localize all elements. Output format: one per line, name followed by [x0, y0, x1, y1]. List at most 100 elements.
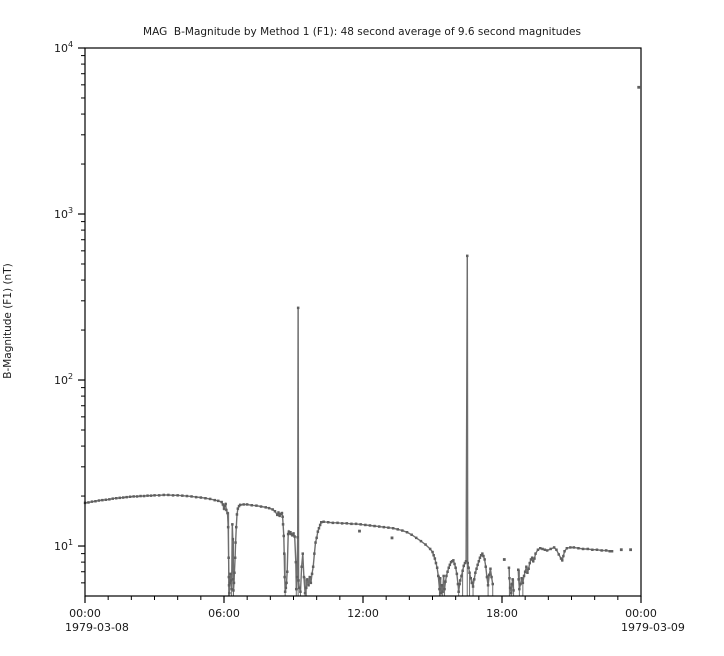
- data-point: [239, 503, 242, 507]
- data-point: [293, 535, 296, 538]
- data-point: [231, 523, 234, 526]
- data-point-isolated: [390, 536, 394, 540]
- data-point: [401, 529, 404, 532]
- data-point: [292, 532, 295, 535]
- data-point: [461, 569, 464, 572]
- x-tick-label: 12:00: [347, 607, 379, 620]
- data-point: [295, 587, 298, 591]
- data-point: [220, 500, 223, 504]
- data-point: [87, 501, 90, 504]
- data-point: [552, 546, 556, 549]
- y-tick-label: 102: [54, 372, 73, 387]
- data-point: [454, 566, 457, 569]
- x-tick-label: 18:00: [486, 607, 518, 620]
- data-point: [280, 511, 284, 515]
- data-point: [286, 570, 289, 573]
- data-point: [142, 494, 146, 498]
- data-point: [235, 525, 238, 529]
- data-point: [350, 522, 353, 526]
- data-point: [520, 577, 523, 580]
- data-point: [235, 513, 239, 516]
- data-point: [539, 547, 542, 550]
- data-point: [306, 578, 309, 581]
- data-point: [432, 554, 435, 557]
- data-point: [519, 582, 522, 586]
- data-point: [226, 511, 229, 515]
- data-point: [382, 525, 386, 529]
- data-point: [485, 575, 489, 579]
- data-point: [149, 494, 153, 497]
- data-point: [453, 562, 456, 566]
- data-point: [171, 494, 175, 497]
- data-point: [466, 254, 469, 258]
- data-point: [456, 582, 460, 586]
- data-point: [327, 521, 330, 524]
- data-point: [97, 499, 101, 502]
- data-point: [122, 496, 125, 499]
- data-point: [442, 574, 445, 578]
- data-point: [529, 558, 533, 561]
- data-point: [478, 556, 482, 559]
- data-point: [309, 581, 313, 585]
- data-point: [289, 531, 292, 534]
- data-point: [562, 554, 565, 558]
- data-point: [424, 543, 427, 546]
- data-point: [536, 548, 540, 551]
- data-point: [320, 521, 323, 524]
- data-point: [525, 565, 528, 568]
- data-series-line: [517, 546, 612, 590]
- data-point: [479, 554, 483, 557]
- data-point: [146, 494, 149, 497]
- data-point: [489, 567, 492, 570]
- data-point: [364, 523, 367, 527]
- data-point: [94, 500, 97, 503]
- x-tick-label: 00:00: [625, 607, 657, 620]
- data-point: [431, 550, 434, 554]
- data-point: [283, 552, 286, 555]
- y-tick-label: 101: [54, 538, 73, 553]
- data-point: [281, 515, 284, 518]
- data-point: [477, 560, 481, 563]
- data-point: [299, 590, 302, 593]
- data-point: [410, 533, 413, 536]
- data-point: [282, 534, 285, 538]
- data-point: [491, 582, 494, 586]
- data-point: [463, 561, 467, 565]
- data-point: [294, 560, 298, 564]
- data-point: [226, 525, 230, 529]
- data-point: [277, 511, 280, 514]
- data-point: [90, 500, 94, 503]
- data-point: [301, 552, 304, 555]
- data-point: [234, 541, 237, 544]
- data-point: [521, 581, 525, 585]
- data-point: [255, 504, 258, 507]
- data-point: [228, 581, 231, 585]
- data-series-line: [84, 255, 494, 594]
- data-point: [508, 577, 511, 580]
- data-point-isolated: [502, 558, 506, 561]
- data-point: [572, 546, 576, 549]
- data-point: [475, 567, 478, 570]
- data-point: [315, 536, 318, 540]
- data-point: [224, 502, 227, 506]
- data-point: [232, 589, 235, 592]
- data-point: [227, 556, 230, 559]
- data-point: [162, 493, 165, 497]
- y-axis-label: B-Magnitude (F1) (nT): [2, 263, 14, 379]
- data-point: [439, 591, 443, 595]
- data-point: [287, 530, 291, 533]
- data-point: [167, 493, 170, 497]
- data-point: [434, 561, 438, 565]
- data-point: [468, 571, 471, 574]
- plot-border: [84, 47, 642, 597]
- data-point: [555, 548, 558, 551]
- data-point: [135, 495, 139, 498]
- data-point: [446, 570, 449, 573]
- data-point: [267, 506, 271, 510]
- data-point: [229, 572, 232, 576]
- data-point: [295, 575, 299, 579]
- data-point: [444, 580, 447, 583]
- data-point: [285, 581, 288, 585]
- data-point: [104, 498, 108, 501]
